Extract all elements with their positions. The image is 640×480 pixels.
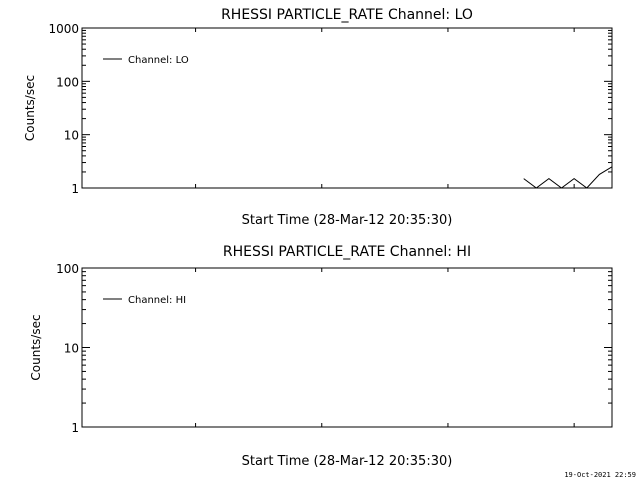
y-tick-label: 100 (56, 75, 79, 89)
footer-timestamp: 19-Oct-2021 22:59 (564, 471, 636, 479)
x-axis-label: Start Time (28-Mar-12 20:35:30) (242, 213, 453, 228)
y-tick-label: 100 (56, 262, 79, 276)
plot-frame (81, 267, 613, 428)
y-axis-label: Counts/sec (29, 314, 43, 380)
legend-label: Channel: HI (128, 295, 186, 306)
y-tick-label: 1 (71, 182, 79, 196)
y-tick-label: 1000 (48, 22, 79, 36)
chart-panel-lo: RHESSI PARTICLE_RATE Channel: LOEFFESS20… (23, 7, 613, 228)
x-axis-label: Start Time (28-Mar-12 20:35:30) (242, 454, 453, 469)
y-tick-label: 10 (64, 342, 79, 356)
legend-label: Channel: LO (128, 55, 189, 66)
chart-panel-hi: RHESSI PARTICLE_RATE Channel: HIEFFESS20… (29, 244, 613, 469)
y-tick-label: 10 (64, 129, 79, 143)
y-tick-label: 1 (71, 421, 79, 435)
y-axis-label: Counts/sec (23, 75, 37, 141)
plot-frame (81, 27, 613, 189)
chart-title: RHESSI PARTICLE_RATE Channel: LO (221, 7, 473, 23)
series-line (523, 165, 612, 188)
chart-title: RHESSI PARTICLE_RATE Channel: HI (223, 244, 471, 260)
